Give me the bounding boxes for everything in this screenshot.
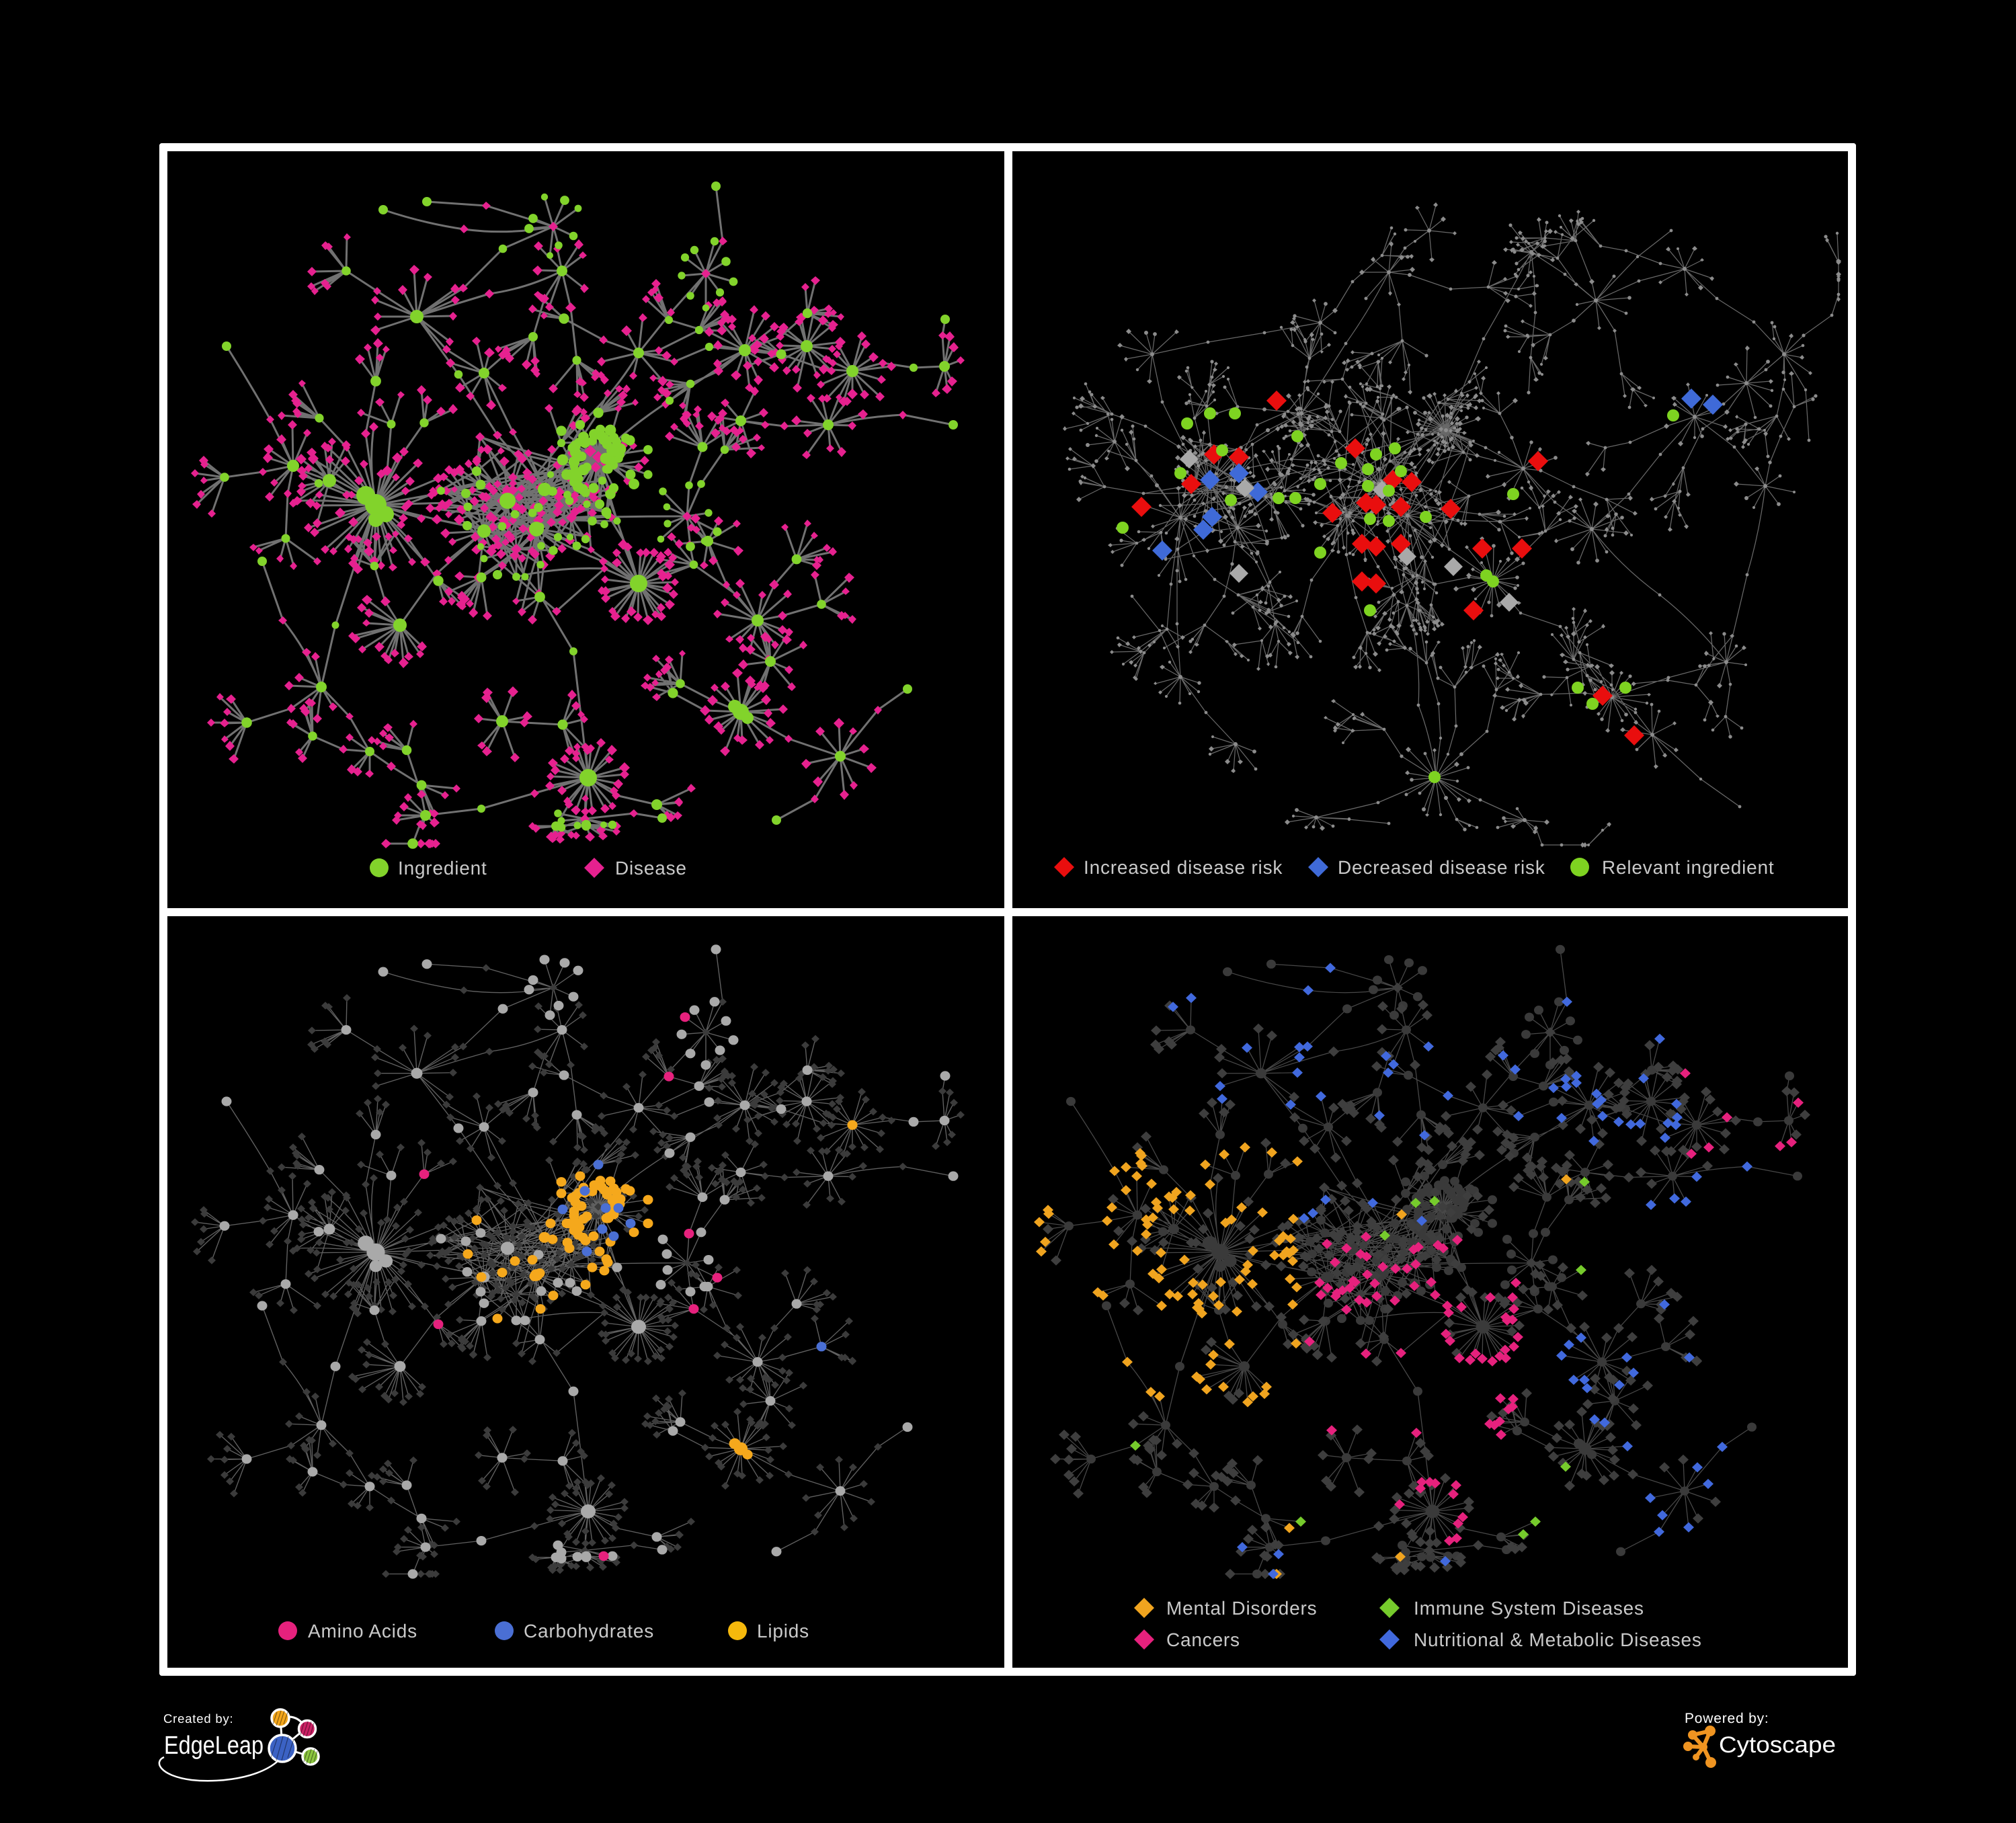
svg-text:Immune System Diseases: Immune System Diseases (1414, 1598, 1644, 1619)
svg-text:Powered by:: Powered by: (1685, 1711, 1769, 1726)
svg-text:Ingredient: Ingredient (398, 858, 487, 879)
svg-text:Cancers: Cancers (1166, 1629, 1240, 1650)
svg-text:Mental Disorders: Mental Disorders (1166, 1598, 1317, 1619)
svg-text:Amino Acids: Amino Acids (308, 1621, 417, 1642)
svg-text:Carbohydrates: Carbohydrates (524, 1621, 654, 1642)
svg-text:Created by:: Created by: (163, 1711, 233, 1726)
svg-text:Relevant ingredient: Relevant ingredient (1602, 857, 1774, 878)
svg-text:EdgeLeap: EdgeLeap (164, 1732, 264, 1760)
svg-text:Increased disease risk: Increased disease risk (1084, 857, 1283, 878)
svg-text:Nutritional & Metabolic Diseas: Nutritional & Metabolic Diseases (1414, 1629, 1702, 1650)
svg-text:Disease: Disease (615, 858, 687, 879)
svg-text:Cytoscape: Cytoscape (1719, 1732, 1836, 1758)
svg-text:Lipids: Lipids (757, 1621, 809, 1642)
svg-text:Decreased disease risk: Decreased disease risk (1338, 857, 1545, 878)
